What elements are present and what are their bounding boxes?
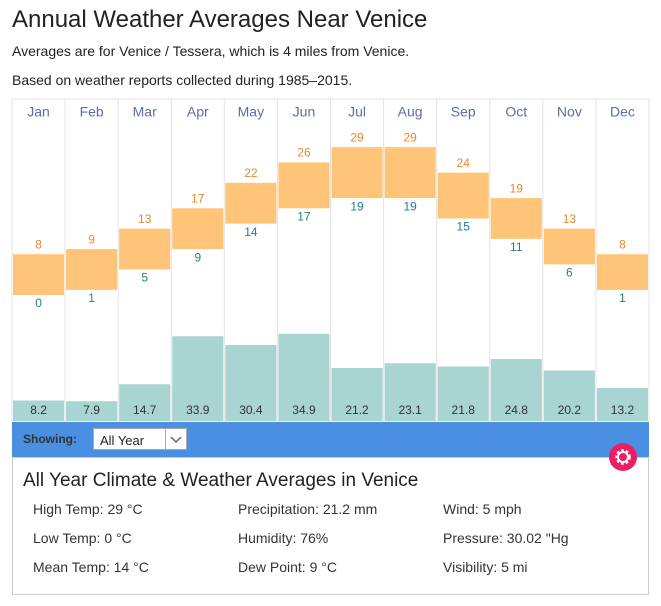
month-label: Oct xyxy=(505,104,527,120)
precip-label: 23.1 xyxy=(398,403,422,417)
low-temp-label: 1 xyxy=(88,291,95,305)
select-arrow xyxy=(165,429,186,449)
temp-range-bar xyxy=(543,228,595,265)
temp-range-bar xyxy=(384,147,436,199)
low-temp-label: 5 xyxy=(141,271,148,285)
precip-label: 30.4 xyxy=(239,403,263,417)
precip-bar xyxy=(13,400,65,421)
temp-range-bar xyxy=(13,254,65,295)
month-label: Jun xyxy=(293,104,316,120)
stat-item: Low Temp: 0 °C xyxy=(33,530,132,546)
precip-label: 21.8 xyxy=(452,403,476,417)
month-label: Nov xyxy=(557,104,582,120)
precip-bar xyxy=(225,345,277,421)
stat-item: Humidity: 76% xyxy=(238,530,329,546)
low-temp-label: 15 xyxy=(457,220,471,234)
precip-label: 34.9 xyxy=(292,403,316,417)
stat-item: Precipitation: 21.2 mm xyxy=(238,501,378,517)
low-temp-label: 19 xyxy=(350,199,364,213)
high-temp-label: 26 xyxy=(297,146,311,160)
month-label: Jan xyxy=(27,104,50,120)
low-temp-label: 11 xyxy=(510,240,523,254)
precip-label: 8.2 xyxy=(30,403,47,417)
panel-heading: All Year Climate & Weather Averages in V… xyxy=(23,470,419,491)
month-label: May xyxy=(238,104,264,120)
temp-range-bar xyxy=(490,198,542,239)
high-temp-label: 17 xyxy=(191,191,205,205)
filter-bar: Showing: All Year xyxy=(12,422,649,457)
month-label: Feb xyxy=(80,104,104,120)
precip-label: 33.9 xyxy=(186,403,210,417)
low-temp-label: 14 xyxy=(244,225,258,239)
stat-item: Dew Point: 9 °C xyxy=(238,559,337,575)
precip-label: 13.2 xyxy=(611,403,635,417)
temp-range-bar xyxy=(437,172,489,219)
high-temp-label: 8 xyxy=(35,237,42,251)
precip-bar xyxy=(437,366,489,421)
precip-bar xyxy=(278,333,330,421)
high-temp-label: 29 xyxy=(350,130,364,144)
temp-range-bar xyxy=(66,249,118,290)
precip-bar xyxy=(331,368,383,421)
month-label: Aug xyxy=(398,104,423,120)
stat-item: Mean Temp: 14 °C xyxy=(33,559,149,575)
high-temp-label: 9 xyxy=(88,232,95,246)
month-label: Jul xyxy=(348,104,366,120)
settings-button[interactable] xyxy=(609,443,637,471)
month-label: Mar xyxy=(133,104,157,120)
temp-range-bar xyxy=(119,228,171,270)
month-label: Apr xyxy=(187,104,209,120)
precip-bar xyxy=(490,359,542,421)
high-temp-label: 19 xyxy=(510,181,524,195)
high-temp-label: 8 xyxy=(619,237,626,251)
low-temp-label: 17 xyxy=(297,209,311,223)
low-temp-label: 19 xyxy=(403,199,417,213)
precip-bar xyxy=(66,401,118,421)
showing-label: Showing: xyxy=(23,432,77,446)
note: Averages are for Venice / Tessera, which… xyxy=(12,43,410,59)
period-select[interactable]: All Year xyxy=(93,428,187,450)
temp-range-bar xyxy=(596,254,648,290)
low-temp-label: 1 xyxy=(619,291,626,305)
precip-bar xyxy=(384,363,436,421)
temp-range-bar xyxy=(225,182,277,224)
low-temp-label: 0 xyxy=(35,296,42,310)
precip-label: 20.2 xyxy=(558,403,582,417)
high-temp-label: 29 xyxy=(403,130,417,144)
low-temp-label: 9 xyxy=(194,250,201,264)
temp-range-bar xyxy=(172,208,224,250)
temp-range-bar xyxy=(331,147,383,199)
precip-bar xyxy=(596,388,648,421)
precip-bar xyxy=(543,370,595,421)
arrow-icon xyxy=(170,436,182,444)
stat-item: Wind: 5 mph xyxy=(443,501,522,517)
month-label: Sep xyxy=(451,104,476,120)
gear-icon xyxy=(615,449,631,465)
summary-panel: All Year Climate & Weather Averages in V… xyxy=(12,457,649,595)
precip-bar xyxy=(172,336,224,421)
stat-item: Visibility: 5 mi xyxy=(443,559,528,575)
high-temp-label: 13 xyxy=(138,212,152,226)
precip-label: 24.8 xyxy=(505,403,529,417)
high-temp-label: 22 xyxy=(244,166,258,180)
precip-label: 21.2 xyxy=(345,403,369,417)
chart: Jan 8 0 8.2 Feb 9 1 7.9 Mar 13 5 14.7 Apr 17 9 33.9 May 2… xyxy=(11,98,650,422)
stat-item: Pressure: 30.02 "Hg xyxy=(443,530,569,546)
low-temp-label: 6 xyxy=(566,266,573,280)
high-temp-label: 24 xyxy=(457,156,471,170)
selected-period: All Year xyxy=(100,433,145,448)
month-label: Dec xyxy=(610,104,635,120)
high-temp-label: 13 xyxy=(563,212,577,226)
precip-label: 7.9 xyxy=(83,403,100,417)
precip-label: 14.7 xyxy=(133,403,157,417)
note: Based on weather reports collected durin… xyxy=(12,72,353,88)
page-title: Annual Weather Averages Near Venice xyxy=(12,6,428,33)
stat-item: High Temp: 29 °C xyxy=(33,501,143,517)
temp-range-bar xyxy=(278,162,330,209)
precip-bar xyxy=(119,384,171,421)
